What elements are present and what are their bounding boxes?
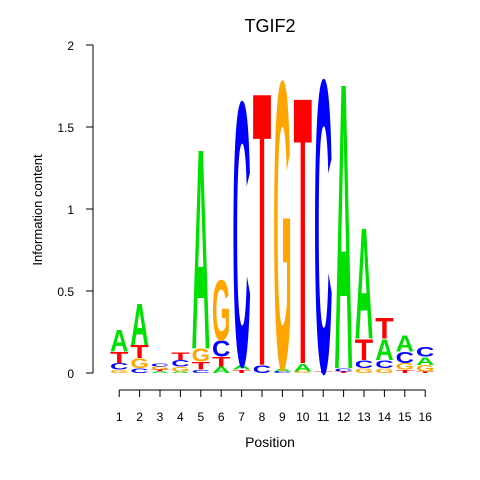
logo-letter-C: C <box>151 362 169 367</box>
x-axis-label: Position <box>245 434 295 450</box>
logo-letter-G: G <box>396 362 414 372</box>
x-tick-label: 14 <box>378 410 392 424</box>
logo-letter-G: G <box>416 363 434 373</box>
logo-letter-A: A <box>396 332 414 357</box>
logo-letter-A: A <box>192 91 210 411</box>
logo-letter-T: T <box>314 371 332 374</box>
logo-letter-G: G <box>151 366 169 371</box>
logo-letter-C: C <box>314 0 332 460</box>
logo-letter-T: T <box>253 9 271 448</box>
x-tick-label: 13 <box>357 410 371 424</box>
y-tick-label: 0.5 <box>57 285 74 299</box>
x-tick-label: 11 <box>317 410 330 424</box>
logo-letter-C: C <box>130 367 148 375</box>
logo-letter-T: T <box>212 354 231 369</box>
x-tick-label: 1 <box>116 410 123 424</box>
logo-letter-A: A <box>232 363 250 371</box>
logo-letter-C: C <box>192 369 210 374</box>
logo-letter-A: A <box>171 371 189 374</box>
logo-letter-T: T <box>232 369 250 374</box>
logo-letter-T: T <box>416 371 434 374</box>
x-tick-label: 8 <box>259 410 266 424</box>
logo-letter-C: C <box>253 363 271 376</box>
logo-letter-T: T <box>375 313 393 346</box>
logo-letter-A: A <box>355 196 373 373</box>
logo-letter-C: C <box>396 349 414 367</box>
logo-letter-A: A <box>273 367 291 372</box>
logo-letter-T: T <box>151 369 169 372</box>
logo-letter-C: C <box>110 362 129 372</box>
logo-letter-C: C <box>212 337 230 362</box>
logo-letter-C: C <box>355 358 373 371</box>
logo-letter-G: G <box>110 369 128 374</box>
x-tick-label: 10 <box>296 410 310 424</box>
logo-letter-T: T <box>171 349 190 362</box>
logo-letter-A: A <box>130 292 148 358</box>
logo-letter-G: G <box>171 365 189 373</box>
y-tick-label: 2 <box>67 39 74 53</box>
logo-letter-A: A <box>294 362 312 375</box>
y-axis-label: Information content <box>30 154 45 266</box>
y-tick-label: 0 <box>67 367 74 381</box>
logo-letter-T: T <box>294 16 312 445</box>
logo-letter-C: C <box>171 359 190 369</box>
x-tick-label: 5 <box>197 410 204 424</box>
logo-letter-C: C <box>232 22 250 445</box>
logo-letter-T: T <box>355 334 373 367</box>
logo-letter-T: T <box>334 371 352 374</box>
logo-letter-G: G <box>130 357 148 372</box>
logo-letter-G: G <box>273 0 291 456</box>
logo-letter-C: C <box>273 371 291 374</box>
x-tick-label: 12 <box>337 410 351 424</box>
logo-letter-G: G <box>355 367 373 375</box>
logo-letter-A: A <box>212 365 231 375</box>
logo-letter-T: T <box>192 359 211 372</box>
x-tick-label: 9 <box>279 410 286 424</box>
logo-letter-G: G <box>212 264 230 359</box>
x-tick-label: 3 <box>157 410 164 424</box>
y-tick-label: 1 <box>67 203 74 217</box>
logo-letter-C: C <box>416 345 435 360</box>
logo-letter-C: C <box>375 358 393 371</box>
logo-letter-A: A <box>416 355 434 368</box>
x-tick-label: 16 <box>419 410 433 424</box>
logo-letter-A: A <box>110 324 129 359</box>
logo-letter-G: G <box>294 371 312 374</box>
logo-letter-C: C <box>334 367 352 372</box>
y-axis: 0 0.5 1 1.5 2 <box>57 39 94 381</box>
logo-letter-A: A <box>151 371 169 374</box>
logo-letter-T: T <box>130 342 148 362</box>
x-tick-label: 7 <box>238 410 245 424</box>
logo-letter-T: T <box>110 349 129 367</box>
x-axis: 1 2 3 4 5 6 7 8 9 10 11 12 13 14 15 16 <box>116 389 433 424</box>
logo-letter-T: T <box>396 369 414 374</box>
x-tick-label: 15 <box>398 410 412 424</box>
x-tick-label: 4 <box>177 410 184 424</box>
logo-letter-G: G <box>192 346 210 366</box>
logo-letter-G: G <box>375 367 393 375</box>
logo-letter-A: A <box>334 0 352 456</box>
y-tick-label: 1.5 <box>57 121 74 135</box>
x-tick-label: 6 <box>218 410 225 424</box>
logo-letter-A: A <box>375 333 393 366</box>
chart-title: TGIF2 <box>244 16 295 36</box>
x-tick-label: 2 <box>136 410 143 424</box>
